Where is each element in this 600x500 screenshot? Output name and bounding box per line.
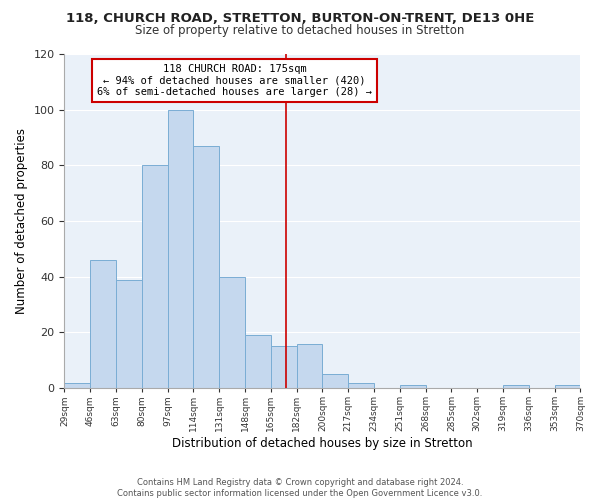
- Bar: [64, 382, 90, 388]
- Bar: [503, 386, 529, 388]
- Bar: [193, 146, 219, 388]
- Bar: [296, 344, 322, 388]
- X-axis label: Distribution of detached houses by size in Stretton: Distribution of detached houses by size …: [172, 437, 473, 450]
- Bar: [90, 260, 116, 388]
- Bar: [167, 110, 193, 388]
- Text: Contains HM Land Registry data © Crown copyright and database right 2024.
Contai: Contains HM Land Registry data © Crown c…: [118, 478, 482, 498]
- Text: Size of property relative to detached houses in Stretton: Size of property relative to detached ho…: [136, 24, 464, 37]
- Bar: [219, 277, 245, 388]
- Bar: [142, 166, 167, 388]
- Bar: [400, 386, 425, 388]
- Bar: [245, 335, 271, 388]
- Bar: [322, 374, 348, 388]
- Bar: [116, 280, 142, 388]
- Bar: [348, 382, 374, 388]
- Y-axis label: Number of detached properties: Number of detached properties: [15, 128, 28, 314]
- Text: 118 CHURCH ROAD: 175sqm
← 94% of detached houses are smaller (420)
6% of semi-de: 118 CHURCH ROAD: 175sqm ← 94% of detache…: [97, 64, 372, 97]
- Bar: [271, 346, 296, 388]
- Text: 118, CHURCH ROAD, STRETTON, BURTON-ON-TRENT, DE13 0HE: 118, CHURCH ROAD, STRETTON, BURTON-ON-TR…: [66, 12, 534, 26]
- Bar: [554, 386, 580, 388]
